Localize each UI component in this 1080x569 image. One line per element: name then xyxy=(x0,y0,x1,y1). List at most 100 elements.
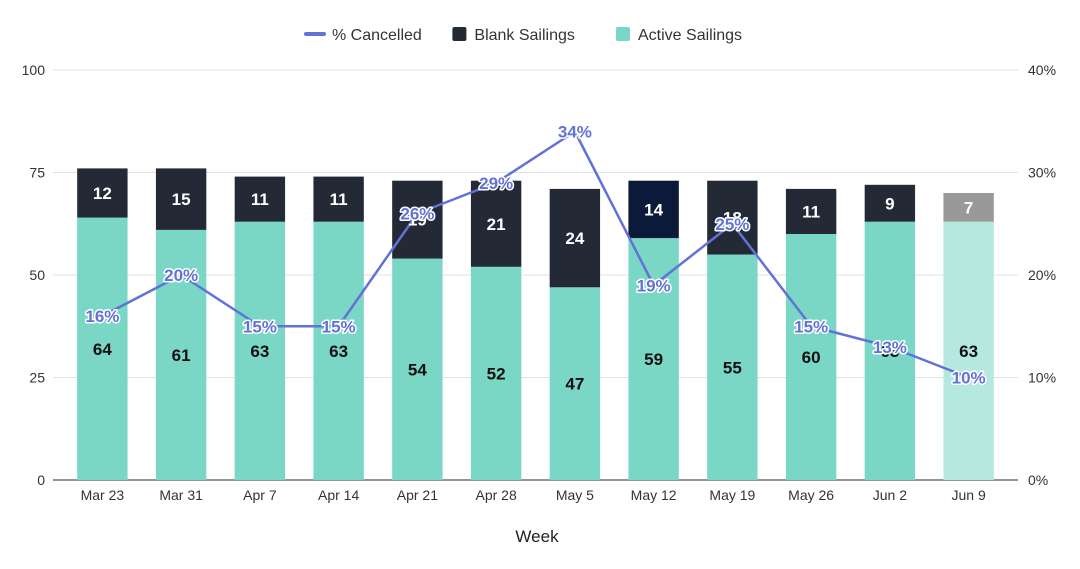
pct-point[interactable] xyxy=(178,272,184,278)
pct-value-label: 15% xyxy=(243,317,277,336)
blank-value-label: 12 xyxy=(93,184,112,203)
active-value-label: 52 xyxy=(487,364,506,383)
bar-active-sailings[interactable] xyxy=(313,221,364,480)
pct-point[interactable] xyxy=(887,344,893,349)
active-value-label: 63 xyxy=(880,342,899,361)
grid-layer xyxy=(53,69,1018,481)
x-tick-label: Jun 9 xyxy=(952,487,986,503)
bar-blank-sailings[interactable] xyxy=(785,188,837,234)
active-value-label: 63 xyxy=(329,342,348,361)
blank-value-label: 11 xyxy=(802,202,820,221)
pct-point[interactable] xyxy=(100,313,105,319)
legend-label: Active Sailings xyxy=(638,27,742,44)
bar-blank-sailings[interactable] xyxy=(470,180,522,267)
pct-point[interactable] xyxy=(572,129,578,134)
y-tick-label: 100 xyxy=(22,62,46,78)
bar-blank-sailings[interactable] xyxy=(313,176,364,222)
bar-blank-sailings[interactable] xyxy=(392,180,443,259)
blank-value-label: 24 xyxy=(565,229,584,248)
x-tick-label: May 5 xyxy=(556,487,594,503)
bar-blank-sailings[interactable] xyxy=(628,180,679,239)
axis-layer: 0 25 50 75 100 0% 10% 20% 30% 40% Mar 23 Mar 31 Apr … xyxy=(22,62,1056,503)
bar-blank-sailings[interactable] xyxy=(155,168,207,230)
pct-value-label: 19% xyxy=(637,276,671,295)
blank-value-label: 14 xyxy=(644,200,663,219)
pct-value-label: 15% xyxy=(794,317,828,336)
blank-value-label: 7 xyxy=(964,198,973,217)
x-tick-label: May 12 xyxy=(631,487,677,503)
bar-active-sailings[interactable] xyxy=(392,258,443,480)
bar-active-sailings[interactable] xyxy=(628,238,679,480)
blank-value-label: 11 xyxy=(251,190,269,209)
active-value-label: 55 xyxy=(723,358,742,377)
blank-value-label: 9 xyxy=(885,194,894,213)
legend-square-marker xyxy=(616,27,630,41)
series-line-pct-cancelled[interactable] xyxy=(101,130,970,379)
legend-item[interactable]: % Cancelled xyxy=(304,27,422,44)
pct-point[interactable] xyxy=(808,324,814,329)
bar-layer xyxy=(77,168,994,480)
pct-value-label: 15% xyxy=(322,317,356,336)
active-value-label: 61 xyxy=(172,346,191,365)
legend[interactable]: % Cancelled Blank Sailings Active Sailings xyxy=(304,27,742,44)
legend-item[interactable]: Blank Sailings xyxy=(452,27,575,44)
pct-value-label: 10% xyxy=(952,369,986,388)
y-tick-label: 0 xyxy=(37,472,45,488)
bar-active-sailings[interactable] xyxy=(707,254,758,481)
pct-value-label: 20% xyxy=(164,266,198,285)
blank-value-label: 15 xyxy=(172,190,191,209)
y2-tick-label: 0% xyxy=(1028,472,1048,488)
legend-square-marker xyxy=(452,27,467,41)
pct-value-label: 26% xyxy=(400,205,434,224)
x-tick-label: Jun 2 xyxy=(873,487,907,503)
bar-active-sailings[interactable] xyxy=(234,221,286,480)
legend-label: % Cancelled xyxy=(332,27,422,44)
legend-label: Blank Sailings xyxy=(474,27,575,44)
pct-point[interactable] xyxy=(651,283,656,288)
bar-active-sailings[interactable] xyxy=(943,221,994,480)
pct-point[interactable] xyxy=(336,324,341,329)
bar-blank-sailings[interactable] xyxy=(943,193,994,222)
x-tick-label: Apr 21 xyxy=(397,487,438,503)
active-value-label: 64 xyxy=(93,340,112,359)
bar-active-sailings[interactable] xyxy=(785,234,837,480)
y2-tick-label: 20% xyxy=(1028,267,1056,283)
legend-item[interactable]: Active Sailings xyxy=(616,27,742,44)
label-layer: 64 12 61 15 63 11 63 11 54 19 52 21 47 24 59 14 55 18 60 11… xyxy=(84,121,987,394)
active-value-label: 47 xyxy=(565,375,584,394)
bar-blank-sailings[interactable] xyxy=(707,180,758,255)
active-value-label: 60 xyxy=(802,348,821,367)
y2-tick-label: 10% xyxy=(1028,370,1056,386)
blank-value-label: 11 xyxy=(330,190,348,209)
x-tick-label: May 19 xyxy=(709,487,755,503)
bar-blank-sailings[interactable] xyxy=(864,184,916,222)
bar-blank-sailings[interactable] xyxy=(549,188,601,288)
pct-value-label: 16% xyxy=(85,307,119,326)
pct-value-label: 29% xyxy=(479,174,513,193)
bar-blank-sailings[interactable] xyxy=(234,176,286,222)
y-tick-label: 50 xyxy=(29,267,45,283)
pct-point[interactable] xyxy=(730,221,735,226)
active-value-label: 63 xyxy=(959,342,978,361)
bar-active-sailings[interactable] xyxy=(470,266,522,480)
blank-value-label: 19 xyxy=(408,211,427,230)
x-tick-label: May 26 xyxy=(788,487,834,503)
bar-active-sailings[interactable] xyxy=(155,229,207,480)
blank-value-label: 18 xyxy=(723,209,742,228)
pct-point[interactable] xyxy=(257,324,263,329)
y-tick-label: 75 xyxy=(29,165,45,181)
pct-value-label: 13% xyxy=(873,338,907,357)
bar-active-sailings[interactable] xyxy=(549,287,601,480)
x-tick-label: Mar 31 xyxy=(159,487,203,503)
x-tick-label: Apr 7 xyxy=(243,487,277,503)
pct-point[interactable] xyxy=(493,180,499,185)
pct-point[interactable] xyxy=(415,211,420,216)
bar-active-sailings[interactable] xyxy=(77,217,128,480)
bar-active-sailings[interactable] xyxy=(864,221,916,480)
x-tick-label: Apr 28 xyxy=(476,487,517,503)
bar-blank-sailings[interactable] xyxy=(77,168,128,218)
pct-point[interactable] xyxy=(966,375,971,380)
active-value-label: 63 xyxy=(250,342,269,361)
x-tick-label: Mar 23 xyxy=(81,487,125,503)
